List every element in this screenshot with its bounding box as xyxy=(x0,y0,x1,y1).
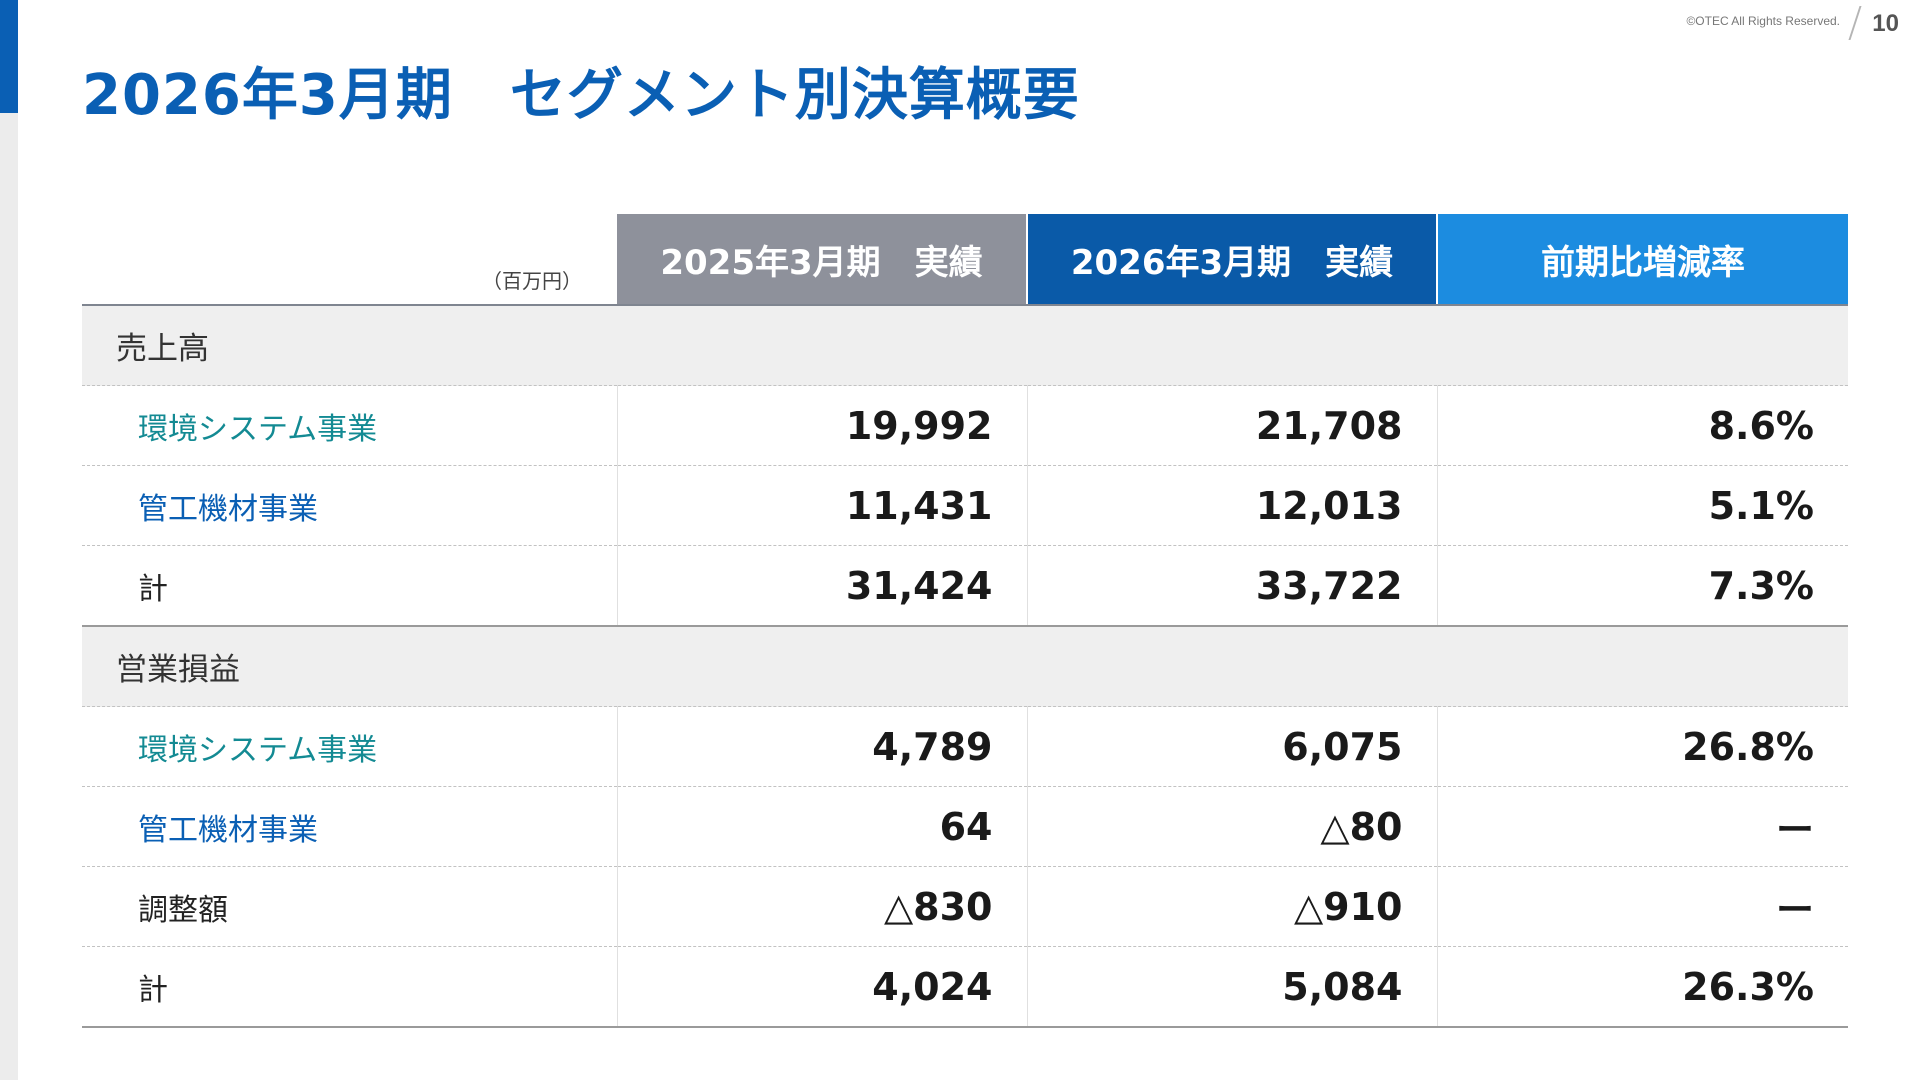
value-current: 6,075 xyxy=(1026,706,1437,787)
table-row-total: 計 4,024 5,084 26.3% xyxy=(82,946,1848,1028)
page-number-divider xyxy=(1848,6,1862,40)
page-number: 10 xyxy=(1872,10,1899,37)
table-row: 調整額 △830 △910 ー xyxy=(82,866,1848,947)
section-label: 売上高 xyxy=(82,305,1848,386)
table-header-row: （百万円） 2025年3月期 実績 2026年3月期 実績 前期比増減率 xyxy=(82,214,1848,306)
value-current: △80 xyxy=(1026,786,1437,867)
row-label: 計 xyxy=(82,545,617,627)
section-label: 営業損益 xyxy=(82,626,1848,707)
left-accent-bar xyxy=(0,0,18,113)
value-current: 21,708 xyxy=(1026,385,1437,466)
table-row: 管工機材事業 11,431 12,013 5.1% xyxy=(82,465,1848,546)
value-prev: △830 xyxy=(616,866,1027,947)
table-row: 環境システム事業 4,789 6,075 26.8% xyxy=(82,706,1848,787)
value-current: △910 xyxy=(1026,866,1437,947)
header-current-year: 2026年3月期 実績 xyxy=(1027,214,1438,306)
copyright-text: ©OTEC All Rights Reserved. xyxy=(1686,14,1840,28)
value-prev: 4,024 xyxy=(616,946,1027,1028)
row-label: 管工機材事業 xyxy=(82,786,617,867)
value-prev: 11,431 xyxy=(616,465,1027,546)
header-prev-year: 2025年3月期 実績 xyxy=(617,214,1028,306)
page-title: 2026年3月期 セグメント別決算概要 xyxy=(82,63,1080,128)
header-change-rate: 前期比増減率 xyxy=(1437,214,1848,306)
segment-results-table: （百万円） 2025年3月期 実績 2026年3月期 実績 前期比増減率 売上高… xyxy=(82,214,1848,1028)
table-row: 管工機材事業 64 △80 ー xyxy=(82,786,1848,867)
section-row-sales: 売上高 xyxy=(82,305,1848,386)
value-rate: 26.3% xyxy=(1436,946,1848,1028)
table-row: 環境システム事業 19,992 21,708 8.6% xyxy=(82,385,1848,466)
value-rate: 26.8% xyxy=(1436,706,1848,787)
row-label: 環境システム事業 xyxy=(82,385,617,466)
value-rate: ー xyxy=(1436,786,1848,867)
value-current: 5,084 xyxy=(1026,946,1437,1028)
value-prev: 19,992 xyxy=(616,385,1027,466)
value-prev: 4,789 xyxy=(616,706,1027,787)
value-rate: 5.1% xyxy=(1436,465,1848,546)
value-prev: 31,424 xyxy=(616,545,1027,627)
value-prev: 64 xyxy=(616,786,1027,867)
value-rate: 7.3% xyxy=(1436,545,1848,627)
section-row-operating-income: 営業損益 xyxy=(82,626,1848,707)
row-label: 計 xyxy=(82,946,617,1028)
value-current: 33,722 xyxy=(1026,545,1437,627)
row-label: 調整額 xyxy=(82,866,617,947)
row-label: 環境システム事業 xyxy=(82,706,617,787)
unit-label: （百万円） xyxy=(82,214,617,306)
value-rate: 8.6% xyxy=(1436,385,1848,466)
table-row-total: 計 31,424 33,722 7.3% xyxy=(82,545,1848,627)
row-label: 管工機材事業 xyxy=(82,465,617,546)
value-rate: ー xyxy=(1436,866,1848,947)
left-edge-bar xyxy=(0,0,18,1080)
value-current: 12,013 xyxy=(1026,465,1437,546)
